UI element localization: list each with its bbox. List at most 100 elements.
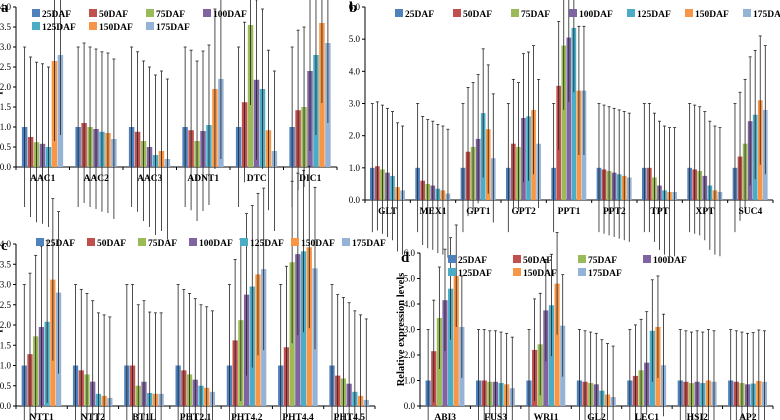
legend-swatch-50DAF — [87, 238, 95, 246]
y-tick-label: 1.5 — [0, 102, 12, 112]
x-tick-label: TPT — [650, 207, 669, 217]
legend-label-25DAF: 25DAF — [42, 10, 71, 20]
y-tick-label: 3.0 — [0, 42, 12, 52]
x-tick-label: GPT2 — [512, 207, 537, 217]
legend-label-150DAF: 150DAF — [523, 269, 557, 279]
bar-WRI1-150DAF — [554, 283, 560, 406]
legend-swatch-100DAF — [189, 238, 197, 246]
legend-label-175DAF: 175DAF — [753, 10, 780, 20]
x-tick-label: ADNT1 — [187, 174, 219, 184]
legend-label-150DAF: 150DAF — [99, 23, 133, 33]
x-tick-label: PHT4.5 — [334, 413, 366, 420]
y-tick-label: 5.0 — [349, 34, 361, 44]
legend-label-75DAF: 75DAF — [521, 10, 550, 20]
legend-label-150DAF: 150DAF — [301, 239, 335, 249]
x-tick-label: XPT — [696, 207, 716, 217]
x-tick-label: HSI2 — [687, 413, 708, 420]
x-tick-label: PPT2 — [603, 207, 626, 217]
legend-swatch-75DAF — [146, 9, 154, 17]
legend-swatch-100DAF — [203, 9, 211, 17]
y-axis-label: Relative expression levels — [0, 30, 3, 144]
legend-swatch-125DAF — [627, 9, 635, 17]
legend-label-100DAF: 100DAF — [653, 256, 687, 266]
bar-PPT1-75DAF — [561, 45, 567, 200]
y-tick-label: 3.0 — [404, 325, 416, 335]
bar-ABI3-125DAF — [448, 288, 454, 406]
legend-label-175DAF: 175DAF — [588, 269, 622, 279]
legend-swatch-25DAF — [32, 9, 40, 17]
panel-label-b: b — [349, 0, 357, 16]
y-tick-label: 1.5 — [0, 340, 12, 350]
panel-label-a: a — [1, 0, 9, 16]
x-tick-label: DIC1 — [299, 174, 321, 184]
x-tick-label: MEX1 — [420, 207, 447, 217]
legend-label-75DAF: 75DAF — [148, 239, 177, 249]
y-tick-label: 0.0 — [349, 195, 361, 205]
legend-label-50DAF: 50DAF — [523, 256, 552, 266]
y-tick-label: 6.0 — [404, 248, 416, 258]
legend-swatch-150DAF — [513, 268, 521, 276]
legend-label-25DAF: 25DAF — [458, 256, 487, 266]
y-tick-label: 1.0 — [0, 361, 12, 371]
x-tick-label: PHT4.2 — [231, 413, 263, 420]
bar-PPT1-100DAF — [566, 37, 572, 201]
legend-swatch-25DAF — [36, 238, 44, 246]
x-tick-label: LEC1 — [635, 413, 660, 420]
y-tick-label: 0.0 — [404, 401, 416, 411]
legend-label-75DAF: 75DAF — [588, 256, 617, 266]
bar-PPT1-125DAF — [571, 27, 577, 200]
y-tick-label: 2.0 — [404, 350, 416, 360]
legend-swatch-50DAF — [453, 9, 461, 17]
x-tick-label: GLT — [378, 207, 398, 217]
legend-label-100DAF: 100DAF — [213, 10, 247, 20]
legend-label-25DAF: 25DAF — [46, 239, 75, 249]
x-tick-label: GL2 — [587, 413, 606, 420]
y-tick-label: 0.0 — [0, 162, 12, 172]
bar-ABI3-150DAF — [453, 275, 459, 406]
y-tick-label: 4.0 — [0, 239, 12, 249]
y-axis-label: Relative expression levels — [396, 273, 407, 387]
x-tick-label: GPT1 — [466, 207, 491, 217]
y-tick-label: 4.0 — [0, 2, 12, 12]
legend-label-100DAF: 100DAF — [579, 10, 613, 20]
legend-swatch-50DAF — [513, 255, 521, 263]
legend-label-125DAF: 125DAF — [250, 239, 284, 249]
legend-label-125DAF: 125DAF — [42, 23, 76, 33]
y-tick-label: 3.0 — [349, 99, 361, 109]
x-tick-label: NTT2 — [81, 413, 106, 420]
x-tick-label: ABI3 — [434, 413, 456, 420]
legend-label-25DAF: 25DAF — [405, 10, 434, 20]
y-axis-label: Relative expression levels — [0, 268, 3, 382]
x-tick-label: AP2 — [739, 413, 757, 420]
y-tick-label: 4.0 — [404, 299, 416, 309]
y-tick-label: 2.5 — [0, 300, 12, 310]
legend-swatch-100DAF — [643, 255, 651, 263]
x-tick-label: SUC4 — [738, 207, 762, 217]
legend-swatch-175DAF — [743, 9, 751, 17]
legend-label-175DAF: 175DAF — [352, 239, 386, 249]
y-tick-label: 3.0 — [0, 280, 12, 290]
legend-swatch-100DAF — [569, 9, 577, 17]
y-tick-label: 3.5 — [0, 259, 12, 269]
y-tick-label: 2.0 — [0, 320, 12, 330]
y-tick-label: 2.0 — [0, 82, 12, 92]
y-tick-label: 1.0 — [349, 163, 361, 173]
x-tick-label: AAC2 — [84, 174, 110, 184]
x-tick-label: NTT1 — [29, 413, 54, 420]
y-tick-label: 0.5 — [0, 142, 12, 152]
legend-swatch-175DAF — [578, 268, 586, 276]
legend-label-50DAF: 50DAF — [99, 10, 128, 20]
legend-label-175DAF: 175DAF — [156, 23, 190, 33]
legend-swatch-125DAF — [240, 238, 248, 246]
y-tick-label: 1.0 — [404, 376, 416, 386]
y-tick-label: 4.0 — [349, 66, 361, 76]
x-tick-label: BT1L — [132, 413, 156, 420]
legend-swatch-175DAF — [342, 238, 350, 246]
x-tick-label: PPT1 — [558, 207, 581, 217]
x-tick-label: PHT2.1 — [180, 413, 212, 420]
legend-label-125DAF: 125DAF — [458, 269, 492, 279]
legend-swatch-75DAF — [511, 9, 519, 17]
legend-label-50DAF: 50DAF — [463, 10, 492, 20]
y-tick-label: 0.5 — [0, 381, 12, 391]
